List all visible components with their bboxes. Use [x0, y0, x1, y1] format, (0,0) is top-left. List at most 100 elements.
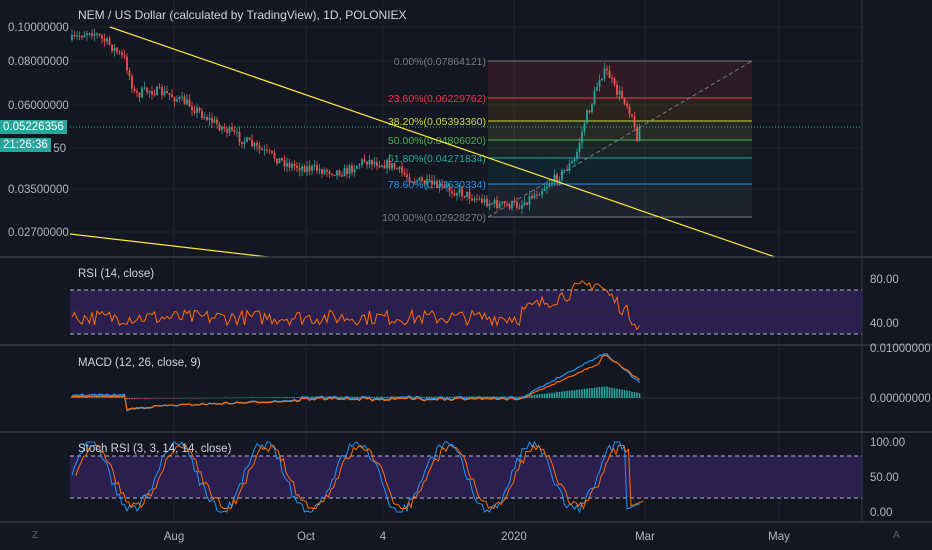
candle-body	[341, 175, 343, 177]
candle-body	[108, 38, 111, 45]
candle-body	[193, 110, 196, 113]
candle-body	[601, 78, 603, 81]
candle-body	[576, 152, 578, 160]
macd-histogram-bar	[606, 386, 608, 398]
candle-body	[453, 193, 456, 196]
candle-body	[491, 203, 493, 205]
candle-body	[121, 52, 123, 56]
candle-body	[336, 170, 338, 176]
candle-body	[101, 35, 103, 39]
symbol-title[interactable]: NEM / US Dollar (calculated by TradingVi…	[78, 8, 407, 22]
macd-histogram-bar	[176, 398, 178, 399]
candle-body	[543, 188, 546, 191]
rsi-title[interactable]: RSI (14, close)	[78, 268, 155, 280]
candle-body	[296, 165, 298, 168]
macd-histogram-bar	[218, 397, 221, 399]
candle-body	[501, 201, 503, 204]
descending-trendline	[109, 26, 776, 258]
fib-zone	[488, 158, 752, 184]
candle-body	[213, 119, 216, 123]
macd-histogram-bar	[376, 396, 378, 398]
candle-body	[616, 84, 618, 95]
candle-body	[421, 177, 423, 181]
candle-body	[496, 199, 498, 208]
candle-body	[443, 185, 446, 187]
candle-body	[71, 35, 73, 40]
candle-body	[638, 126, 641, 142]
macd-histogram-bar	[151, 398, 153, 399]
macd-histogram-bar	[253, 397, 256, 398]
price-axis-label: 0.03500000	[8, 184, 69, 196]
candle-body	[593, 91, 596, 105]
candle-body	[83, 35, 86, 38]
macd-histogram-bar	[163, 398, 166, 399]
macd-histogram-bar	[193, 398, 196, 399]
macd-histogram-bar	[541, 393, 543, 398]
macd-histogram-bar	[358, 396, 361, 398]
stoch-rsi-title[interactable]: Stoch RSI (3, 3, 14, 14, close)	[78, 443, 232, 455]
candle-body	[188, 99, 191, 107]
macd-histogram-bar	[341, 396, 343, 398]
candle-body	[91, 33, 93, 36]
macd-histogram-bar	[613, 388, 616, 398]
trend-lines[interactable]	[69, 26, 776, 258]
candle-body	[478, 198, 481, 200]
macd-histogram-bar	[528, 395, 531, 398]
macd-histogram-bar	[338, 396, 341, 398]
candle-body	[456, 193, 458, 196]
candle-body	[231, 126, 233, 131]
candle-body	[586, 110, 588, 124]
stoch-axis-label: 100.00	[870, 437, 905, 449]
macd-pane[interactable]: 0.01000000 0.00000000	[70, 343, 931, 412]
fib-level-label: 23.60%(0.06229762)	[388, 93, 486, 105]
price-axis-label: 0.10000000	[8, 22, 69, 34]
macd-histogram-bar	[618, 389, 621, 398]
candle-body	[291, 163, 293, 168]
macd-histogram-bar	[481, 396, 483, 398]
macd-histogram-bar	[638, 393, 641, 398]
macd-histogram-bar	[513, 396, 516, 398]
candle-body	[228, 126, 231, 133]
macd-histogram-bar	[101, 395, 103, 398]
time-axis-label: 4	[380, 531, 387, 543]
fibonacci-retracement[interactable]: 0.00%(0.07864121) 23.60%(0.06229762) 38.20…	[382, 56, 753, 224]
macd-histogram-bar	[238, 397, 241, 399]
price-scales[interactable]: 0.10000000 0.08000000 0.06000000 0.03500000…	[8, 22, 790, 543]
macd-histogram-bar	[543, 393, 546, 398]
candle-body	[598, 80, 601, 87]
stoch-rsi-pane[interactable]: 100.00 50.00 0.00	[70, 437, 905, 519]
price-axis-label-partial: 50	[53, 143, 66, 155]
candle-body	[216, 119, 218, 125]
zoom-icon[interactable]: Z	[32, 530, 39, 541]
macd-histogram-bar	[611, 387, 613, 398]
candle-body	[438, 183, 441, 189]
pane-separators[interactable]	[0, 0, 932, 523]
candle-body	[418, 177, 421, 181]
candle-body	[526, 202, 528, 205]
fib-level-label: 38.20%(0.05393360)	[388, 116, 486, 128]
macd-title[interactable]: MACD (12, 26, close, 9)	[78, 357, 201, 369]
macd-histogram-bar	[198, 398, 201, 399]
macd-histogram-bar	[548, 393, 551, 398]
candle-body	[408, 177, 411, 183]
candle-body	[88, 33, 91, 35]
macd-histogram-bar	[536, 394, 538, 398]
candle-body	[476, 198, 478, 200]
candle-body	[596, 86, 598, 92]
candle-body	[348, 165, 351, 174]
macd-histogram-bar	[431, 396, 433, 398]
candle-body	[471, 198, 473, 201]
rsi-pane[interactable]: 80.00 40.00	[70, 274, 899, 335]
candle-body	[381, 165, 383, 167]
candle-body	[411, 181, 413, 183]
candle-body	[306, 166, 308, 173]
candle-body	[498, 203, 501, 208]
macd-histogram-bar	[553, 392, 556, 398]
auto-scale-icon[interactable]: A	[893, 530, 900, 541]
candle-body	[608, 70, 611, 78]
macd-histogram-bar	[266, 397, 268, 398]
macd-histogram-bar	[596, 387, 598, 398]
candle-body	[506, 203, 508, 205]
candle-body	[521, 204, 523, 209]
